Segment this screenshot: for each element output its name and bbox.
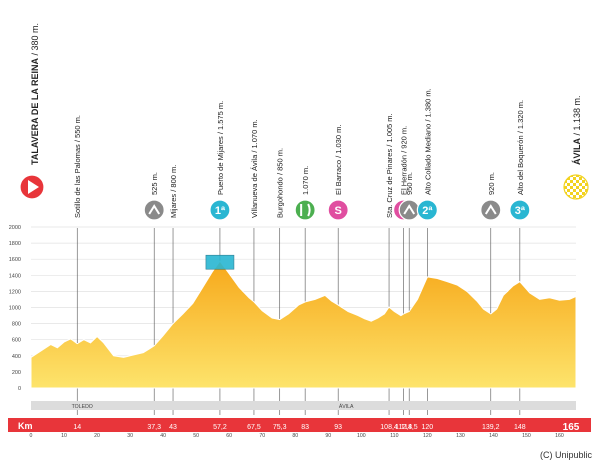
x-tick-label: 120 — [423, 433, 432, 439]
sprint-icon — [480, 199, 502, 221]
x-tick-label: 110 — [390, 433, 398, 439]
waypoint-label: 525 m. — [150, 172, 159, 195]
km-bar-label: 114,5 — [401, 424, 418, 431]
start-label: TALAVERA DE LA REINA / 380 m. — [30, 23, 40, 165]
y-tick-label: 0 — [18, 386, 21, 392]
elevation-profile-area — [30, 260, 577, 389]
km-bar-label: 112,8 — [395, 424, 412, 431]
km-bar-title: Km — [18, 421, 33, 431]
sprint-icon — [327, 199, 349, 221]
finish-town: ÁVILA — [572, 137, 582, 165]
sprint-icon — [143, 199, 165, 221]
y-tick-label: 2000 — [9, 225, 21, 231]
icon-badge-text: S — [335, 205, 342, 217]
icon-badge-text: 1ª — [215, 205, 226, 217]
feed-glyph — [300, 203, 311, 217]
waypoint-label: El Barraco / 1.030 m. — [334, 125, 343, 195]
km-bar-label: 120 — [422, 424, 434, 431]
waypoint-label: Alto Collado Mediano / 1.380 m. — [423, 88, 432, 195]
waypoint-label: 1.070 m. — [301, 166, 310, 195]
km-bar-total: 165 — [563, 422, 580, 433]
x-tick-label: 10 — [61, 433, 67, 439]
waypoint-label: Sta. Cruz de Pinares / 1.005 m. — [385, 113, 394, 218]
x-tick-label: 30 — [127, 433, 133, 439]
x-tick-label: 90 — [325, 433, 331, 439]
waypoint-label: Villanueva de Ávila / 1.070 m. — [250, 119, 259, 218]
y-tick-label: 1800 — [9, 241, 21, 247]
km-bar-label: 67,5 — [247, 424, 261, 431]
x-tick-label: 130 — [456, 433, 465, 439]
climb-icon — [209, 199, 231, 221]
km-bar-label: 108,4 — [380, 424, 398, 431]
feed-icon — [294, 199, 316, 221]
icon-badge-text: 3ª — [515, 205, 526, 217]
climb-icon — [416, 199, 438, 221]
province-label: TOLEDO — [72, 404, 93, 410]
km-bar-label: 93 — [334, 424, 342, 431]
y-tick-label: 1200 — [9, 289, 21, 295]
waypoint-label: 950 m. — [405, 172, 414, 195]
x-tick-label: 50 — [193, 433, 199, 439]
km-bar-label: 14 — [73, 424, 81, 431]
start-town: TALAVERA DE LA REINA — [30, 58, 40, 165]
x-tick-label: 70 — [259, 433, 265, 439]
y-tick-label: 200 — [12, 370, 21, 376]
start-altitude: / 380 m. — [30, 23, 40, 58]
x-tick-label: 0 — [30, 433, 33, 439]
x-tick-label: 140 — [489, 433, 498, 439]
y-tick-label: 1000 — [9, 306, 21, 312]
x-tick-label: 160 — [555, 433, 564, 439]
finish-altitude: / 1.138 m. — [572, 95, 582, 138]
y-tick-label: 800 — [12, 322, 21, 328]
x-tick-label: 150 — [522, 433, 531, 439]
climb-icon — [509, 199, 531, 221]
waypoint-label: 920 m. — [487, 172, 496, 195]
finish-marker — [563, 174, 589, 200]
mountain-glyph — [484, 204, 497, 215]
icon-badge-text: 2ª — [422, 205, 433, 217]
y-tick-label: 1600 — [9, 257, 21, 263]
km-bar-label: 43 — [169, 424, 177, 431]
credit-text: (C) Unipublic — [539, 450, 592, 460]
finish-label: ÁVILA / 1.138 m. — [572, 95, 582, 165]
x-tick-label: 20 — [94, 433, 100, 439]
km-bar-label: 75,3 — [273, 424, 287, 431]
play-icon — [28, 180, 39, 194]
mountain-glyph — [148, 204, 161, 215]
y-tick-label: 1400 — [9, 273, 21, 279]
x-tick-label: 40 — [160, 433, 166, 439]
x-tick-label: 100 — [357, 433, 366, 439]
km-bar — [8, 418, 591, 432]
waypoint-label: El Herradón / 920 m. — [400, 126, 409, 195]
km-bar-label: 83 — [301, 424, 309, 431]
km-bar-label: 139,2 — [482, 424, 500, 431]
waypoint-label: Sotillo de las Palomas / 550 m. — [73, 115, 82, 218]
waypoint-label: Alto del Boquerón / 1.320 m. — [516, 100, 525, 195]
y-tick-label: 400 — [12, 354, 21, 360]
km-bar-label: 57,2 — [213, 424, 227, 431]
summit-marker — [205, 254, 235, 270]
waypoint-label: Puerto de Mijares / 1.575 m. — [216, 101, 225, 195]
x-tick-label: 80 — [292, 433, 298, 439]
mountain-glyph — [403, 204, 416, 215]
x-tick-label: 60 — [226, 433, 232, 439]
waypoint-label: Mijares / 800 m. — [169, 165, 178, 218]
km-bar-label: 148 — [514, 424, 526, 431]
km-bar-label: 37,3 — [147, 424, 161, 431]
province-label: ÁVILA — [339, 403, 354, 410]
sprint-icon — [398, 199, 420, 221]
y-tick-label: 600 — [12, 338, 21, 344]
waypoint-label: Burgohondo / 850 m. — [276, 148, 285, 218]
province-strip — [31, 401, 576, 410]
